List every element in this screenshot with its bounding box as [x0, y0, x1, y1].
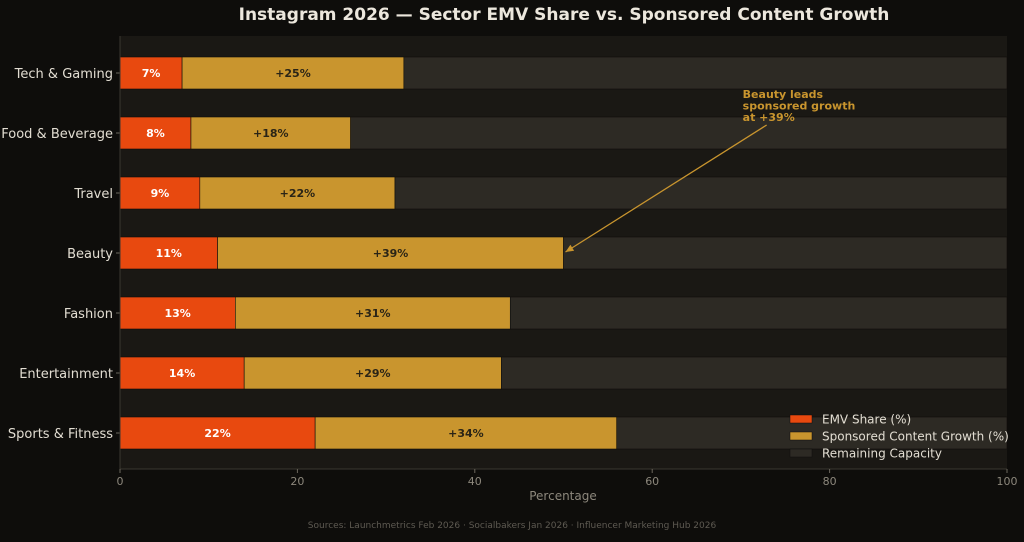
- bar-growth-sports-fitness: [314, 416, 618, 450]
- y-tick-label-tech-gaming: Tech & Gaming: [14, 67, 113, 82]
- legend-swatch-growth: [789, 431, 813, 441]
- bar-remaining-beauty: [563, 236, 1008, 270]
- bar-label-emv-fashion: 13%: [164, 307, 190, 320]
- bar-label-growth-fashion: +31%: [355, 307, 391, 320]
- bar-label-emv-food-beverage: 8%: [146, 127, 165, 140]
- bars-layer: 7% +25% 8% +18% 9% +22% 11% +39% 13% +31% 14% +29% 2…: [119, 56, 1008, 450]
- source-note: Sources: Launchmetrics Feb 2026 · Social…: [308, 521, 717, 531]
- bar-label-emv-travel: 9%: [151, 187, 170, 200]
- legend-label-remaining: Remaining Capacity: [822, 447, 942, 461]
- bar-label-emv-beauty: 11%: [156, 247, 182, 260]
- bar-label-emv-tech-gaming: 7%: [142, 67, 161, 80]
- bar-emv-tech-gaming: [119, 56, 183, 90]
- legend-label-growth: Sponsored Content Growth (%): [822, 430, 1009, 444]
- bar-label-emv-sports-fitness: 22%: [204, 427, 230, 440]
- bar-growth-fashion: [235, 296, 511, 330]
- y-tick-label-food-beverage: Food & Beverage: [1, 127, 113, 142]
- bar-remaining-fashion: [509, 296, 1008, 330]
- bar-remaining-travel: [394, 176, 1008, 210]
- y-tick-label-beauty: Beauty: [67, 247, 113, 262]
- y-tick-label-entertainment: Entertainment: [19, 367, 113, 382]
- x-axis-label: Percentage: [529, 489, 597, 503]
- legend-label-emv: EMV Share (%): [822, 413, 911, 427]
- y-tick-label-sports-fitness: Sports & Fitness: [8, 427, 113, 442]
- bar-remaining-tech-gaming: [403, 56, 1008, 90]
- legend: EMV Share (%) Sponsored Content Growth (%…: [789, 413, 1009, 461]
- bar-label-growth-tech-gaming: +25%: [275, 67, 311, 80]
- annotation-text-line: Beauty leads: [743, 88, 824, 101]
- x-tick-label-60: 60: [645, 475, 659, 488]
- bar-label-growth-food-beverage: +18%: [253, 127, 289, 140]
- bar-remaining-entertainment: [501, 356, 1008, 390]
- y-tick-label-fashion: Fashion: [64, 307, 113, 322]
- bar-growth-beauty: [217, 236, 564, 270]
- chart-title: Instagram 2026 — Sector EMV Share vs. Sp…: [239, 5, 890, 25]
- x-tick-label-20: 20: [290, 475, 304, 488]
- axes-layer: Tech & Gaming Food & Beverage Travel Beauty…: [1, 36, 1018, 488]
- legend-swatch-remaining: [789, 448, 813, 458]
- x-tick-label-40: 40: [468, 475, 482, 488]
- bar-emv-sports-fitness: [119, 416, 316, 450]
- bar-growth-entertainment: [243, 356, 502, 390]
- y-tick-label-travel: Travel: [73, 187, 113, 202]
- bar-emv-entertainment: [119, 356, 245, 390]
- annotation-text-line: sponsored growth: [743, 100, 856, 113]
- bar-label-growth-sports-fitness: +34%: [448, 427, 484, 440]
- bar-growth-travel: [199, 176, 396, 210]
- x-tick-label-100: 100: [997, 475, 1018, 488]
- annotation-arrowhead: [565, 244, 575, 252]
- legend-swatch-emv: [789, 414, 813, 424]
- bar-remaining-food-beverage: [350, 116, 1008, 150]
- x-tick-label-80: 80: [823, 475, 837, 488]
- bar-label-emv-entertainment: 14%: [169, 367, 195, 380]
- annotation-arrow: [565, 124, 768, 253]
- bar-label-growth-travel: +22%: [280, 187, 316, 200]
- bar-emv-fashion: [119, 296, 236, 330]
- annotation-text-line: at +39%: [743, 111, 795, 124]
- bar-emv-beauty: [119, 236, 218, 270]
- bar-label-growth-entertainment: +29%: [355, 367, 391, 380]
- bar-label-growth-beauty: +39%: [373, 247, 409, 260]
- x-tick-label-0: 0: [117, 475, 124, 488]
